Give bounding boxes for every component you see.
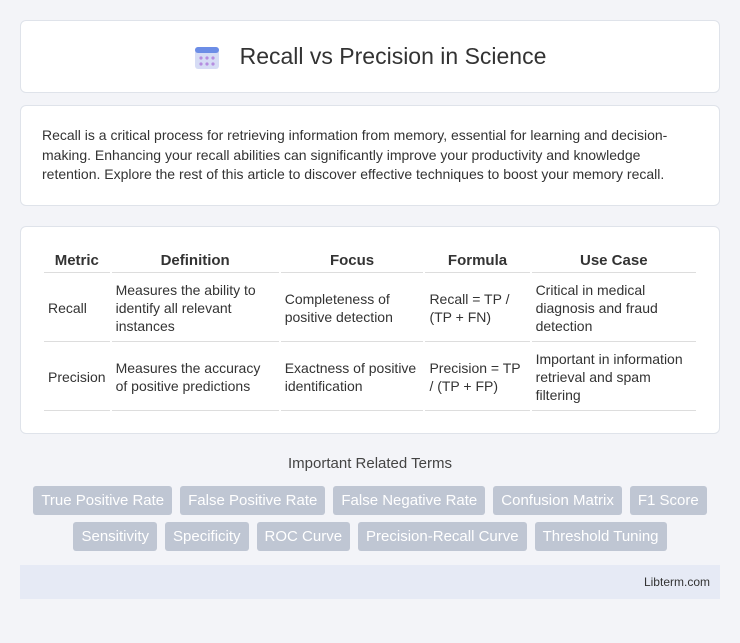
tag: Sensitivity (73, 521, 157, 551)
tag: Threshold Tuning (534, 521, 667, 551)
table-header: Use Case (531, 249, 696, 273)
footer: Libterm.com (20, 564, 720, 599)
page: Recall vs Precision in Science Recall is… (0, 20, 740, 643)
tag: ROC Curve (256, 521, 351, 551)
table-cell: Exactness of positive identification (280, 344, 424, 411)
related-title: Important Related Terms (288, 454, 452, 472)
table-cell: Precision (44, 344, 110, 411)
table-cell: Recall = TP / (TP + FN) (425, 275, 530, 342)
table-cell: Measures the accuracy of positive predic… (111, 344, 279, 411)
tag: True Positive Rate (33, 485, 173, 515)
table-row: Recall Measures the ability to identify a… (44, 275, 696, 342)
table-cell: Completeness of positive detection (280, 275, 424, 342)
table-cell: Measures the ability to identify all rel… (111, 275, 279, 342)
title: Recall vs Precision in Science (239, 43, 547, 69)
header: Recall vs Precision in Science (20, 20, 720, 93)
table-cell: Important in information retrieval and s… (531, 344, 696, 411)
tag: Specificity (165, 521, 249, 551)
table-row: Precision Measures the accuracy of positi… (44, 344, 696, 411)
table-cell: Recall (44, 275, 110, 342)
table-header: Focus (280, 249, 424, 273)
footer-text: Libterm.com (643, 574, 710, 589)
icon (194, 46, 219, 69)
tag: False Positive Rate (180, 485, 326, 515)
tag: Precision-Recall Curve (358, 521, 527, 551)
tags: True Positive Rate False Positive Rate Fal… (20, 485, 720, 551)
table-header: Definition (111, 249, 279, 273)
tag: False Negative Rate (333, 485, 486, 515)
intro: Recall is a critical process for retriev… (20, 105, 720, 206)
tag: Confusion Matrix (493, 485, 622, 515)
table-header: Metric (44, 249, 110, 273)
tag: F1 Score (629, 485, 707, 515)
table-header: Formula (425, 249, 530, 273)
table-card: Metric Definition Focus Formula Use Case Reca… (20, 225, 720, 434)
table: Metric Definition Focus Formula Use Case Reca… (42, 247, 698, 413)
table-cell: Critical in medical diagnosis and fraud … (531, 275, 696, 342)
table-cell: Precision = TP / (TP + FP) (425, 344, 530, 411)
